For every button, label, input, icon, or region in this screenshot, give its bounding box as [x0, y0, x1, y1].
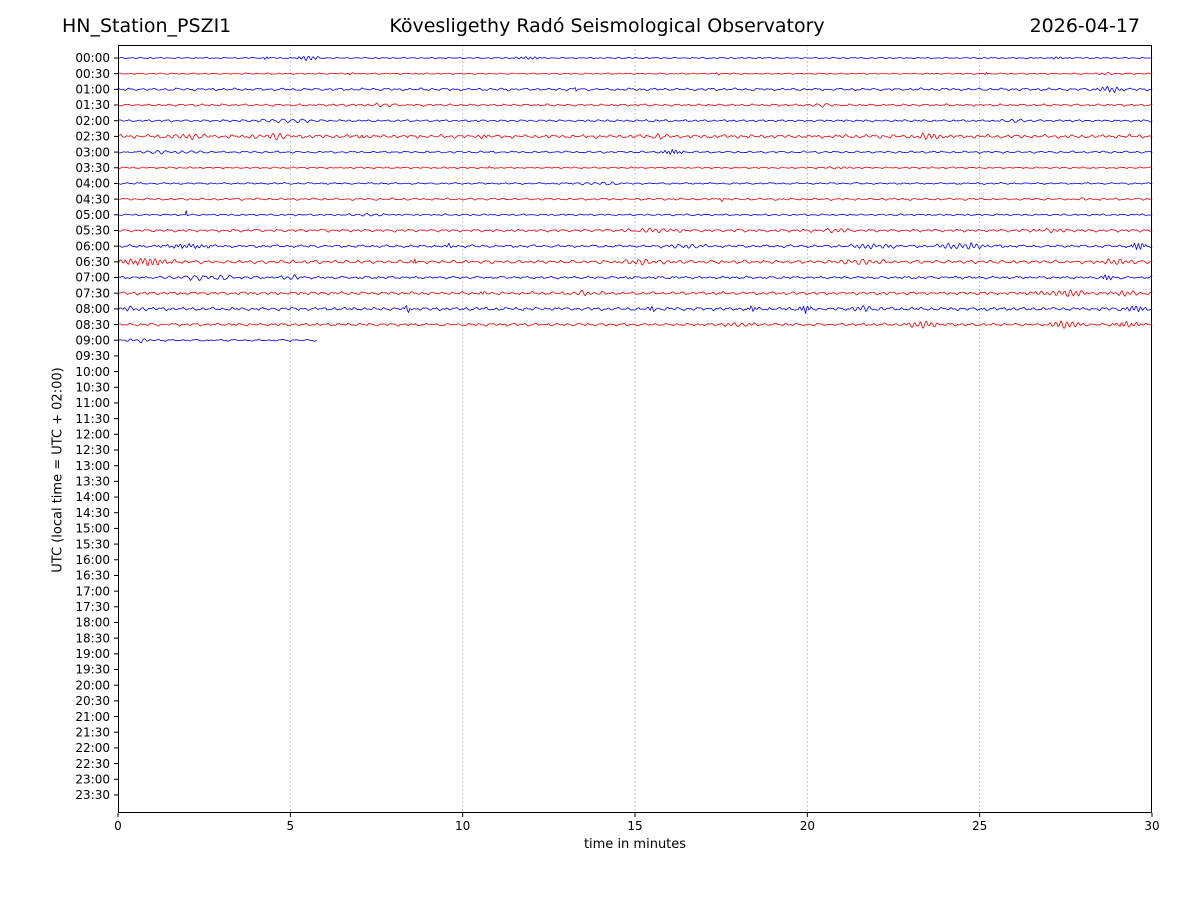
trace-00:30 — [117, 71, 1153, 76]
x-tick-label: 10 — [455, 819, 470, 833]
y-tick-label: 12:00 — [75, 428, 110, 442]
y-tick-label: 11:30 — [75, 412, 110, 426]
x-tick-label: 0 — [114, 819, 122, 833]
y-tick-label: 15:30 — [75, 537, 110, 551]
x-tick-label: 20 — [800, 819, 815, 833]
trace-07:00 — [117, 274, 1153, 282]
trace-08:00 — [117, 305, 1153, 314]
trace-05:00 — [117, 210, 1153, 217]
y-tick-label: 16:30 — [75, 569, 110, 583]
y-tick-label: 16:00 — [75, 553, 110, 567]
trace-08:30 — [117, 320, 1153, 329]
trace-00:00 — [117, 55, 1153, 61]
trace-02:00 — [117, 118, 1153, 124]
x-tick-label: 15 — [627, 819, 642, 833]
x-tick-label: 5 — [287, 819, 295, 833]
y-tick-label: 12:30 — [75, 443, 110, 457]
y-tick-label: 07:30 — [75, 286, 110, 300]
y-tick-label: 03:00 — [75, 145, 110, 159]
y-tick-label: 21:30 — [75, 725, 110, 739]
y-tick-label: 10:30 — [75, 380, 110, 394]
trace-01:00 — [117, 85, 1153, 93]
trace-06:30 — [117, 257, 1153, 267]
plot-border — [118, 45, 1152, 813]
y-tick-label: 19:30 — [75, 663, 110, 677]
y-tick-label: 20:30 — [75, 694, 110, 708]
trace-04:30 — [117, 197, 1153, 203]
y-tick-label: 09:30 — [75, 349, 110, 363]
y-tick-label: 07:00 — [75, 271, 110, 285]
trace-06:00 — [117, 242, 1153, 250]
trace-01:30 — [117, 102, 1153, 108]
trace-02:30 — [117, 132, 1153, 141]
y-tick-label: 13:00 — [75, 459, 110, 473]
x-axis-label: time in minutes — [583, 837, 687, 852]
y-tick-label: 15:00 — [75, 522, 110, 536]
y-tick-label: 18:30 — [75, 631, 110, 645]
figure-header: HN_Station_PSZI1 Kövesligethy Radó Seism… — [62, 15, 1152, 41]
trace-03:00 — [117, 148, 1153, 155]
trace-05:30 — [117, 227, 1153, 234]
y-tick-label: 08:00 — [75, 302, 110, 316]
y-tick-label: 05:00 — [75, 208, 110, 222]
y-tick-label: 22:30 — [75, 757, 110, 771]
trace-09:00 — [117, 338, 317, 344]
y-tick-label: 17:00 — [75, 584, 110, 598]
y-tick-label: 10:00 — [75, 365, 110, 379]
y-tick-label: 20:00 — [75, 678, 110, 692]
y-tick-label: 14:00 — [75, 490, 110, 504]
y-tick-label: 11:00 — [75, 396, 110, 410]
observatory-title: Kövesligethy Radó Seismological Observat… — [389, 15, 825, 37]
y-tick-label: 06:00 — [75, 239, 110, 253]
trace-07:30 — [117, 289, 1153, 297]
y-tick-label: 08:30 — [75, 318, 110, 332]
y-tick-label: 00:00 — [75, 51, 110, 65]
y-tick-label: 09:00 — [75, 333, 110, 347]
y-tick-label: 22:00 — [75, 741, 110, 755]
y-tick-label: 03:30 — [75, 161, 110, 175]
y-tick-label: 02:00 — [75, 114, 110, 128]
x-tick-label: 30 — [1144, 819, 1159, 833]
y-tick-label: 01:30 — [75, 98, 110, 112]
y-tick-label: 01:00 — [75, 83, 110, 97]
y-tick-label: 04:00 — [75, 177, 110, 191]
y-tick-label: 17:30 — [75, 600, 110, 614]
y-tick-label: 13:30 — [75, 475, 110, 489]
y-tick-label: 00:30 — [75, 67, 110, 81]
y-tick-label: 23:00 — [75, 772, 110, 786]
y-tick-label: 21:00 — [75, 710, 110, 724]
y-tick-label: 04:30 — [75, 192, 110, 206]
x-tick-label: 25 — [972, 819, 987, 833]
y-tick-label: 23:30 — [75, 788, 110, 802]
y-tick-label: 02:30 — [75, 130, 110, 144]
y-tick-label: 06:30 — [75, 255, 110, 269]
y-tick-label: 05:30 — [75, 224, 110, 238]
plot-date: 2026-04-17 — [1029, 15, 1140, 37]
y-tick-label: 19:00 — [75, 647, 110, 661]
y-axis-label: UTC (local time = UTC + 02:00) — [50, 367, 66, 573]
trace-03:30 — [117, 165, 1153, 170]
y-tick-label: 18:00 — [75, 616, 110, 630]
y-tick-label: 14:30 — [75, 506, 110, 520]
trace-04:00 — [117, 181, 1153, 186]
station-title: HN_Station_PSZI1 — [62, 15, 232, 37]
